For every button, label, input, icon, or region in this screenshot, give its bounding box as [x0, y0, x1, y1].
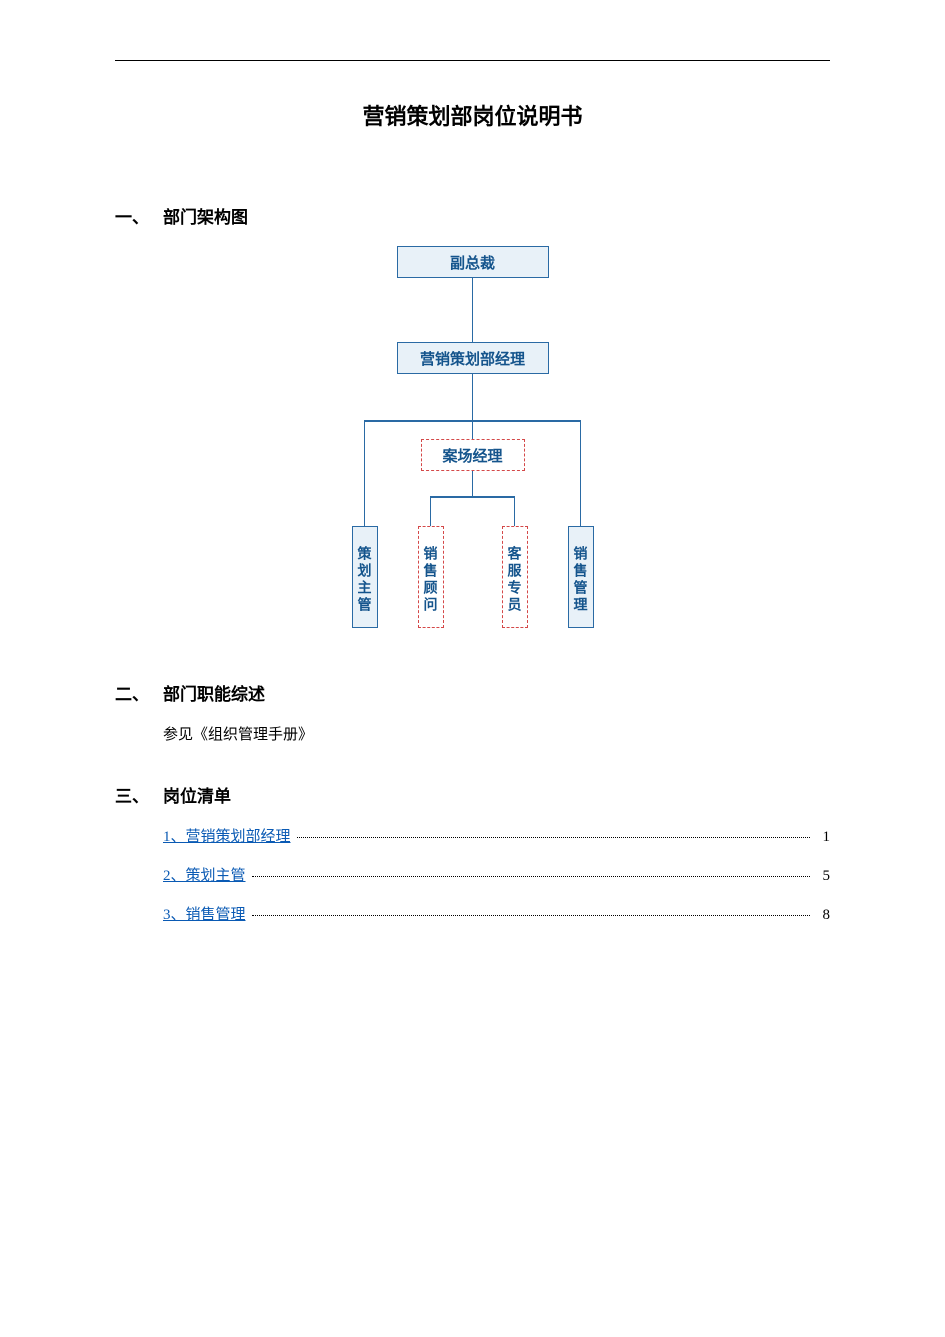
toc-dots	[252, 915, 810, 916]
toc-dots	[252, 876, 810, 877]
org-node-leaf1-label: 策划主管	[355, 546, 375, 614]
org-node-leaf4: 销售管理	[568, 526, 594, 628]
org-node-mgr: 营销策划部经理	[397, 342, 549, 374]
toc-link-2[interactable]: 2、策划主管	[163, 864, 246, 885]
toc-row: 3、销售管理 8	[163, 903, 830, 924]
toc: 1、营销策划部经理 1 2、策划主管 5 3、销售管理 8	[163, 825, 830, 924]
org-node-leaf3: 客服专员	[502, 526, 528, 628]
toc-row: 1、营销策划部经理 1	[163, 825, 830, 846]
org-node-site-mgr: 案场经理	[421, 439, 525, 471]
org-node-leaf2: 销售顾问	[418, 526, 444, 628]
org-node-leaf4-label: 销售管理	[571, 546, 591, 614]
section-1-label: 部门架构图	[163, 208, 248, 227]
connector	[472, 374, 474, 420]
section-2-body: 参见《组织管理手册》	[163, 723, 830, 744]
connector	[472, 278, 474, 342]
connector	[514, 496, 516, 526]
section-3-label: 岗位清单	[163, 787, 231, 806]
section-1-num: 一、	[115, 203, 163, 228]
section-2-label: 部门职能综述	[163, 685, 265, 704]
connector	[430, 496, 432, 526]
section-3-num: 三、	[115, 782, 163, 807]
connector	[580, 420, 582, 526]
connector	[472, 420, 474, 439]
org-node-vp-label: 副总裁	[450, 252, 495, 273]
org-node-leaf2-label: 销售顾问	[421, 546, 441, 614]
org-node-mgr-label: 营销策划部经理	[420, 348, 525, 369]
section-2-num: 二、	[115, 680, 163, 705]
toc-row: 2、策划主管 5	[163, 864, 830, 885]
org-node-leaf3-label: 客服专员	[505, 546, 525, 614]
connector	[364, 420, 366, 526]
toc-link-1[interactable]: 1、营销策划部经理	[163, 825, 291, 846]
org-node-leaf1: 策划主管	[352, 526, 378, 628]
toc-page-3: 8	[816, 907, 830, 924]
org-node-site-mgr-label: 案场经理	[442, 445, 502, 466]
top-rule	[115, 60, 830, 61]
toc-page-1: 1	[816, 829, 830, 846]
document-title: 营销策划部岗位说明书	[115, 99, 830, 131]
toc-page-2: 5	[816, 868, 830, 885]
org-chart: 副总裁 营销策划部经理 案场经理 策划主管 销售顾问 客服专员 销售管理	[308, 246, 638, 636]
toc-link-3[interactable]: 3、销售管理	[163, 903, 246, 924]
connector	[472, 471, 474, 496]
section-2-heading: 二、部门职能综述	[115, 680, 830, 705]
connector	[430, 496, 516, 498]
section-3-heading: 三、岗位清单	[115, 782, 830, 807]
toc-dots	[297, 837, 810, 838]
org-node-vp: 副总裁	[397, 246, 549, 278]
section-1-heading: 一、部门架构图	[115, 203, 830, 228]
